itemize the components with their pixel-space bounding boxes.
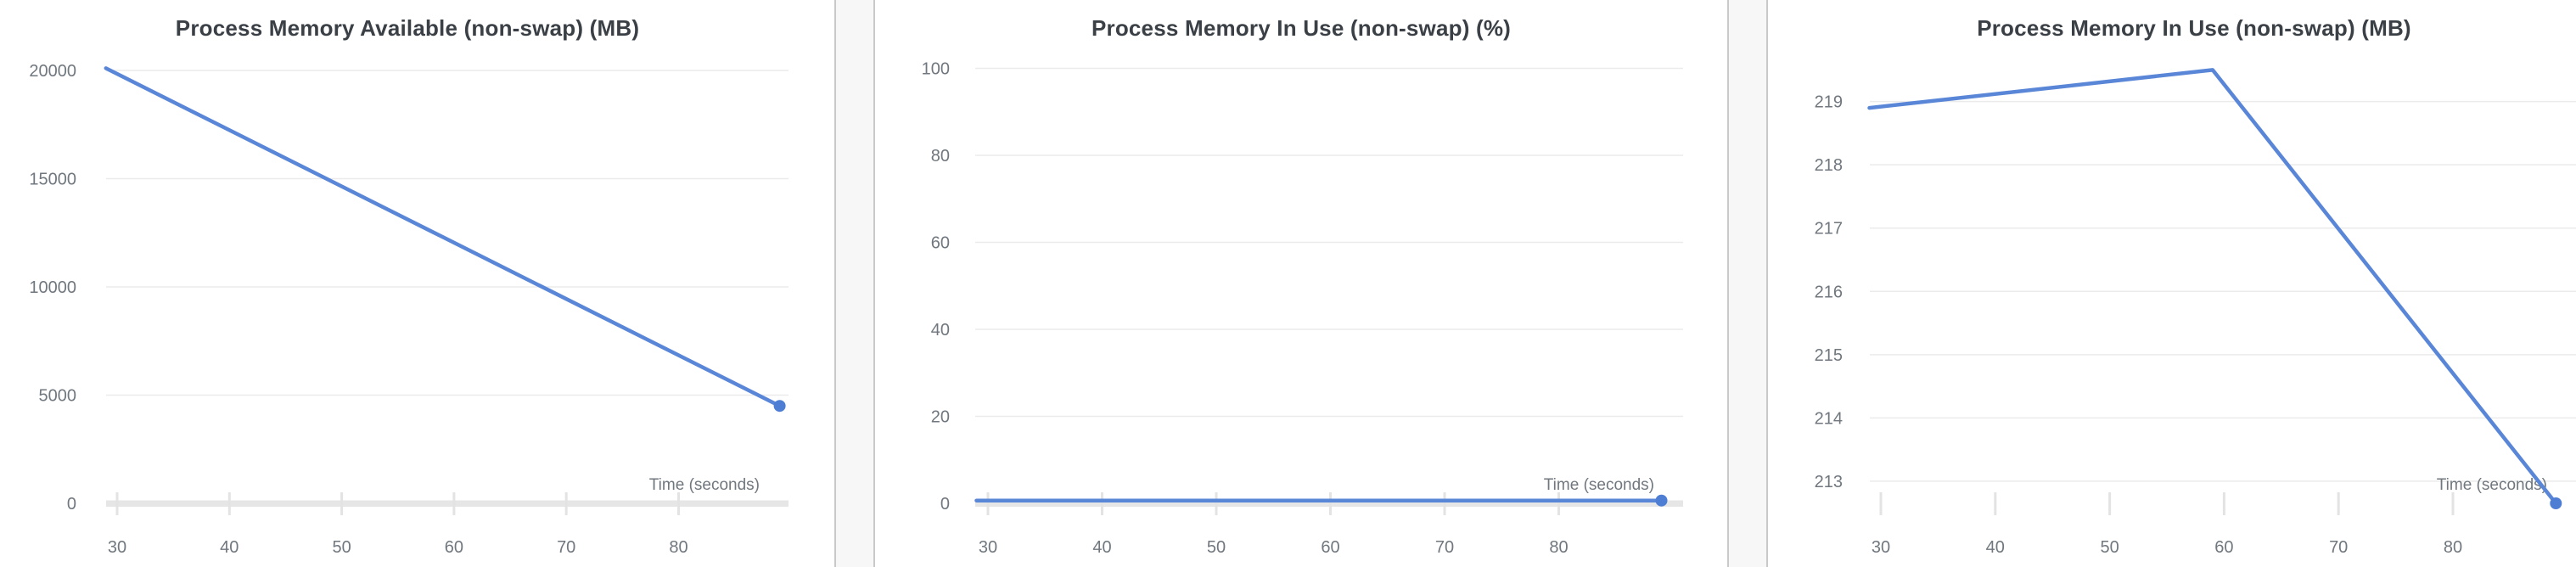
y-axis-tick-label: 10000 bbox=[29, 278, 76, 297]
y-axis-tick-label: 215 bbox=[1815, 346, 1843, 365]
y-axis-tick-label: 219 bbox=[1815, 93, 1843, 112]
chart-card-memory-available: Process Memory Available (non-swap) (MB)… bbox=[0, 0, 836, 567]
y-axis-tick-label: 213 bbox=[1815, 473, 1843, 491]
chart-title: Process Memory In Use (non-swap) (%) bbox=[1091, 15, 1512, 41]
y-axis-tick-label: 217 bbox=[1815, 220, 1843, 239]
last-point-dot bbox=[2550, 497, 2562, 509]
x-axis-tick-label: 30 bbox=[1872, 538, 1890, 557]
last-point-dot bbox=[773, 400, 786, 413]
x-axis-tick-label: 60 bbox=[445, 538, 463, 557]
x-axis-tick-label: 40 bbox=[220, 538, 239, 557]
x-axis-tick-label: 50 bbox=[332, 538, 351, 557]
x-axis-tick-label: 70 bbox=[1435, 538, 1454, 557]
x-axis-tick-label: 50 bbox=[1207, 538, 1226, 557]
x-axis-tick-label: 60 bbox=[2214, 538, 2233, 557]
x-axis-tick-label: 40 bbox=[1092, 538, 1111, 557]
x-axis-tick-label: 70 bbox=[2329, 538, 2348, 557]
y-axis-tick-label: 40 bbox=[931, 321, 950, 340]
metric-line bbox=[104, 66, 782, 408]
y-axis-tick-label: 20000 bbox=[29, 62, 76, 81]
y-axis-tick-label: 5000 bbox=[39, 386, 77, 405]
x-axis-tick-label: 30 bbox=[979, 538, 997, 557]
memory-available-line-chart[interactable]: 0 5000 10000 15000 20000 30 40 50 60 70 80 Time (se… bbox=[0, 0, 836, 567]
x-axis-title: Time (seconds) bbox=[2437, 476, 2547, 494]
y-axis-tick-label: 80 bbox=[931, 147, 950, 166]
chart-title: Process Memory Available (non-swap) (MB) bbox=[175, 15, 640, 41]
x-axis-tick-label: 80 bbox=[2444, 538, 2462, 557]
last-point-dot bbox=[1655, 494, 1668, 507]
x-axis-title: Time (seconds) bbox=[649, 476, 760, 494]
x-axis-tick-label: 60 bbox=[1321, 538, 1339, 557]
y-axis-tick-label: 15000 bbox=[29, 170, 76, 188]
x-axis-tick-label: 50 bbox=[2100, 538, 2119, 557]
y-axis-tick-label: 214 bbox=[1815, 409, 1843, 428]
chart-card-memory-in-use-mb: Process Memory In Use (non-swap) (MB) 21… bbox=[1766, 0, 2576, 567]
x-axis-title: Time (seconds) bbox=[1544, 476, 1654, 494]
y-axis-tick-label: 218 bbox=[1815, 156, 1843, 175]
metric-line bbox=[1867, 68, 2558, 506]
y-axis-tick-label: 100 bbox=[922, 60, 950, 79]
x-axis-tick-label: 70 bbox=[557, 538, 575, 557]
y-axis-tick-label: 0 bbox=[67, 495, 76, 514]
x-axis-tick-label: 80 bbox=[669, 538, 687, 557]
y-axis-tick-label: 20 bbox=[931, 408, 950, 427]
chart-title: Process Memory In Use (non-swap) (MB) bbox=[1977, 15, 2411, 41]
memory-in-use-percent-line-chart[interactable]: 0 20 40 60 80 100 30 40 50 60 70 80 Time (seconds) bbox=[875, 0, 1729, 567]
memory-in-use-mb-line-chart[interactable]: 213 214 215 216 217 218 219 30 40 50 60 70 80 Time (s… bbox=[1768, 0, 2576, 567]
x-axis-tick-label: 40 bbox=[1986, 538, 2005, 557]
x-axis-tick-label: 30 bbox=[108, 538, 126, 557]
y-axis-tick-label: 0 bbox=[940, 495, 950, 514]
chart-card-memory-in-use-percent: Process Memory In Use (non-swap) (%) 0 20… bbox=[873, 0, 1729, 567]
x-axis-tick-label: 80 bbox=[1549, 538, 1568, 557]
y-axis-tick-label: 216 bbox=[1815, 283, 1843, 301]
x-axis-baseline-band bbox=[106, 500, 789, 507]
y-axis-tick-label: 60 bbox=[931, 234, 950, 253]
